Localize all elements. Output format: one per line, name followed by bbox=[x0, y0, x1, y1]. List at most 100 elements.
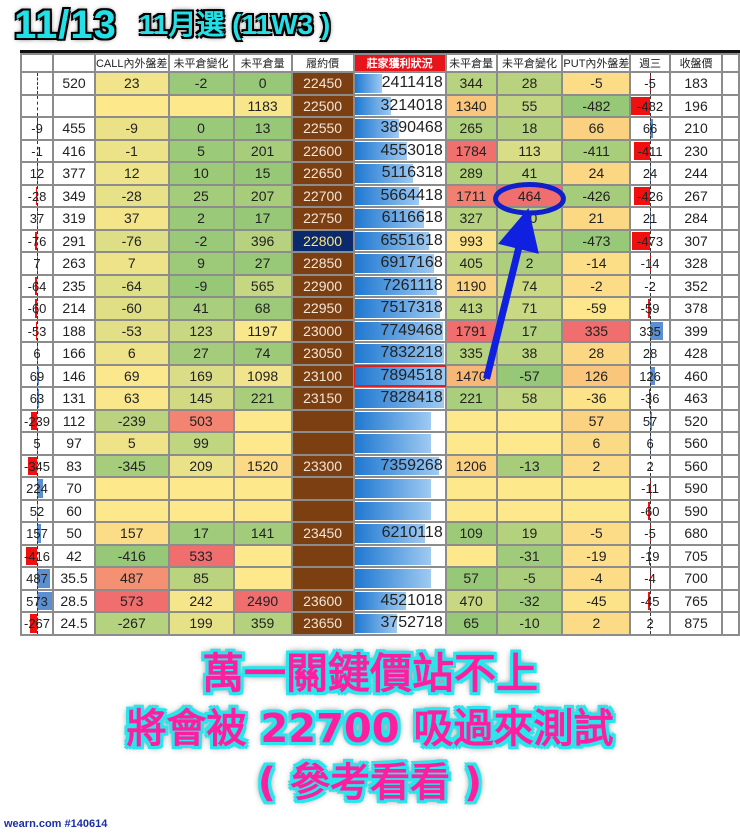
table-cell[interactable]: 2490 bbox=[234, 590, 292, 613]
table-cell[interactable]: -28 bbox=[95, 185, 169, 208]
table-cell[interactable]: 63 bbox=[95, 387, 169, 410]
table-cell[interactable]: 344 bbox=[446, 72, 497, 95]
strike-price-cell[interactable]: 22800 bbox=[292, 230, 354, 253]
dealer-profit-cell[interactable]: 7749468 bbox=[354, 320, 446, 343]
table-cell[interactable]: 63 bbox=[21, 387, 53, 410]
table-cell[interactable]: -5 bbox=[562, 522, 630, 545]
table-cell[interactable]: 319 bbox=[53, 207, 95, 230]
table-cell[interactable]: -76 bbox=[95, 230, 169, 253]
table-cell[interactable]: -32 bbox=[497, 590, 563, 613]
table-cell[interactable]: -5 bbox=[630, 72, 669, 95]
table-cell[interactable]: 1190 bbox=[446, 275, 497, 298]
strike-price-cell[interactable] bbox=[292, 477, 354, 500]
table-cell[interactable]: -2 bbox=[169, 72, 234, 95]
table-cell[interactable]: 5 bbox=[169, 140, 234, 163]
table-cell[interactable] bbox=[169, 95, 234, 118]
table-cell[interactable] bbox=[722, 342, 739, 365]
table-cell[interactable]: 560 bbox=[670, 432, 723, 455]
table-cell[interactable]: -13 bbox=[497, 455, 563, 478]
table-cell[interactable]: 307 bbox=[670, 230, 723, 253]
table-cell[interactable]: -2 bbox=[630, 275, 669, 298]
table-cell[interactable]: -28 bbox=[21, 185, 53, 208]
strike-price-cell[interactable]: 23150 bbox=[292, 387, 354, 410]
table-cell[interactable]: 0 bbox=[234, 72, 292, 95]
table-cell[interactable]: 10 bbox=[169, 162, 234, 185]
table-cell[interactable]: 85 bbox=[169, 567, 234, 590]
table-cell[interactable]: 1098 bbox=[234, 365, 292, 388]
table-cell[interactable]: 207 bbox=[234, 185, 292, 208]
table-cell[interactable]: -45 bbox=[562, 590, 630, 613]
table-cell[interactable]: 69 bbox=[21, 365, 53, 388]
table-cell[interactable] bbox=[722, 522, 739, 545]
dealer-profit-cell[interactable] bbox=[354, 567, 446, 590]
table-cell[interactable]: 15 bbox=[234, 162, 292, 185]
table-cell[interactable]: 2 bbox=[630, 612, 669, 635]
table-cell[interactable]: 183 bbox=[670, 72, 723, 95]
table-cell[interactable] bbox=[234, 432, 292, 455]
table-cell[interactable] bbox=[722, 365, 739, 388]
table-cell[interactable]: -60 bbox=[630, 500, 669, 523]
table-cell[interactable]: -4 bbox=[562, 567, 630, 590]
table-cell[interactable]: 244 bbox=[670, 162, 723, 185]
dealer-profit-cell[interactable]: 7517318 bbox=[354, 297, 446, 320]
strike-price-cell[interactable]: 23600 bbox=[292, 590, 354, 613]
table-cell[interactable]: 146 bbox=[53, 365, 95, 388]
table-cell[interactable] bbox=[722, 500, 739, 523]
table-cell[interactable]: 68 bbox=[234, 297, 292, 320]
table-cell[interactable]: 470 bbox=[446, 590, 497, 613]
table-cell[interactable]: 13 bbox=[234, 117, 292, 140]
table-cell[interactable]: 520 bbox=[53, 72, 95, 95]
dealer-profit-cell[interactable]: 7359268 bbox=[354, 455, 446, 478]
strike-price-cell[interactable] bbox=[292, 410, 354, 433]
table-cell[interactable]: 169 bbox=[169, 365, 234, 388]
table-cell[interactable] bbox=[446, 477, 497, 500]
table-cell[interactable]: 24.5 bbox=[53, 612, 95, 635]
strike-price-cell[interactable] bbox=[292, 432, 354, 455]
table-cell[interactable]: 2 bbox=[630, 455, 669, 478]
table-cell[interactable]: 57 bbox=[446, 567, 497, 590]
dealer-profit-cell[interactable]: 6917168 bbox=[354, 252, 446, 275]
dealer-profit-cell[interactable] bbox=[354, 545, 446, 568]
table-cell[interactable]: 503 bbox=[169, 410, 234, 433]
table-cell[interactable]: 37 bbox=[21, 207, 53, 230]
table-cell[interactable]: 700 bbox=[670, 567, 723, 590]
strike-price-cell[interactable]: 23300 bbox=[292, 455, 354, 478]
table-cell[interactable]: 377 bbox=[53, 162, 95, 185]
strike-price-cell[interactable]: 23450 bbox=[292, 522, 354, 545]
dealer-profit-cell[interactable]: 6116618 bbox=[354, 207, 446, 230]
table-cell[interactable]: 97 bbox=[53, 432, 95, 455]
table-cell[interactable]: 69 bbox=[95, 365, 169, 388]
table-cell[interactable]: -14 bbox=[630, 252, 669, 275]
table-cell[interactable]: 214 bbox=[53, 297, 95, 320]
table-cell[interactable]: 37 bbox=[95, 207, 169, 230]
table-cell[interactable]: 396 bbox=[234, 230, 292, 253]
table-cell[interactable]: 590 bbox=[670, 477, 723, 500]
table-cell[interactable]: 327 bbox=[446, 207, 497, 230]
table-cell[interactable] bbox=[722, 612, 739, 635]
table-cell[interactable]: 291 bbox=[53, 230, 95, 253]
table-cell[interactable]: -14 bbox=[562, 252, 630, 275]
table-cell[interactable] bbox=[497, 432, 563, 455]
table-cell[interactable]: 335 bbox=[446, 342, 497, 365]
table-cell[interactable]: 463 bbox=[670, 387, 723, 410]
table-cell[interactable] bbox=[446, 545, 497, 568]
table-cell[interactable]: 66 bbox=[562, 117, 630, 140]
table-cell[interactable]: 55 bbox=[497, 95, 563, 118]
table-cell[interactable]: 378 bbox=[670, 297, 723, 320]
table-cell[interactable]: -76 bbox=[21, 230, 53, 253]
table-cell[interactable] bbox=[95, 500, 169, 523]
table-cell[interactable]: -345 bbox=[95, 455, 169, 478]
table-cell[interactable]: 6 bbox=[95, 342, 169, 365]
table-cell[interactable]: 57 bbox=[630, 410, 669, 433]
table-cell[interactable] bbox=[722, 95, 739, 118]
table-cell[interactable] bbox=[446, 410, 497, 433]
table-cell[interactable]: 1183 bbox=[234, 95, 292, 118]
table-cell[interactable]: -239 bbox=[21, 410, 53, 433]
table-cell[interactable]: 487 bbox=[95, 567, 169, 590]
table-cell[interactable] bbox=[722, 297, 739, 320]
strike-price-cell[interactable]: 22850 bbox=[292, 252, 354, 275]
table-cell[interactable]: 2 bbox=[169, 207, 234, 230]
table-cell[interactable] bbox=[722, 185, 739, 208]
table-cell[interactable]: 113 bbox=[497, 140, 563, 163]
dealer-profit-cell[interactable] bbox=[354, 477, 446, 500]
